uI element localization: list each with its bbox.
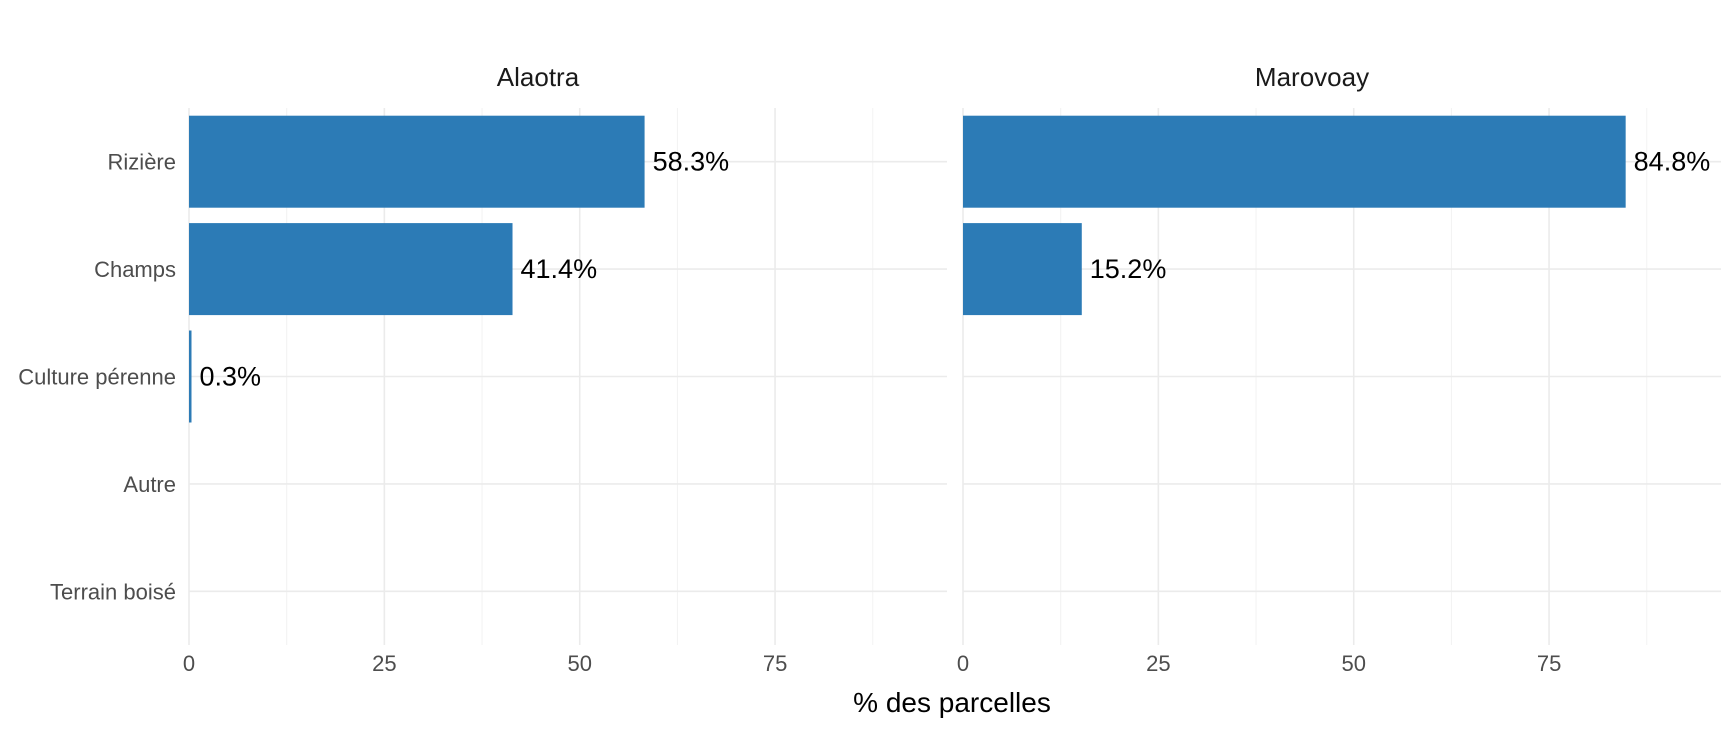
- panel-alaotra: Alaotra 58.3% 41.4% 0.3% 0 25 50 75: [183, 62, 947, 676]
- data-label: 0.3%: [200, 362, 262, 392]
- data-label: 15.2%: [1090, 254, 1167, 284]
- y-category-label: Terrain boisé: [50, 579, 176, 604]
- x-tick-label: 0: [957, 651, 969, 676]
- x-tick-label: 0: [183, 651, 195, 676]
- y-category-label: Culture pérenne: [18, 365, 176, 390]
- bar: [189, 115, 645, 208]
- chart-panels: Alaotra 58.3% 41.4% 0.3% 0 25 50 75 Marovoay 84.8…: [18, 62, 1721, 676]
- bar: [189, 223, 513, 316]
- bar: [189, 330, 192, 423]
- x-tick-label: 75: [763, 651, 787, 676]
- facet-title: Marovoay: [1255, 62, 1369, 92]
- x-tick-label: 75: [1537, 651, 1561, 676]
- panel-marovoay: Marovoay 84.8% 15.2% 0 25 50 75: [957, 62, 1721, 676]
- x-tick-label: 50: [567, 651, 591, 676]
- y-category-label: Rizière: [108, 150, 176, 175]
- x-axis-title: % des parcelles: [853, 687, 1051, 718]
- y-category-label: Autre: [123, 472, 176, 497]
- data-label: 84.8%: [1634, 147, 1711, 177]
- y-category-label: Champs: [94, 257, 176, 282]
- data-label: 58.3%: [653, 147, 730, 177]
- facet-title: Alaotra: [497, 62, 580, 92]
- bar: [963, 223, 1082, 316]
- bar: [963, 115, 1626, 208]
- data-label: 41.4%: [521, 254, 598, 284]
- x-tick-label: 25: [1146, 651, 1170, 676]
- x-tick-label: 50: [1341, 651, 1365, 676]
- x-tick-label: 25: [372, 651, 396, 676]
